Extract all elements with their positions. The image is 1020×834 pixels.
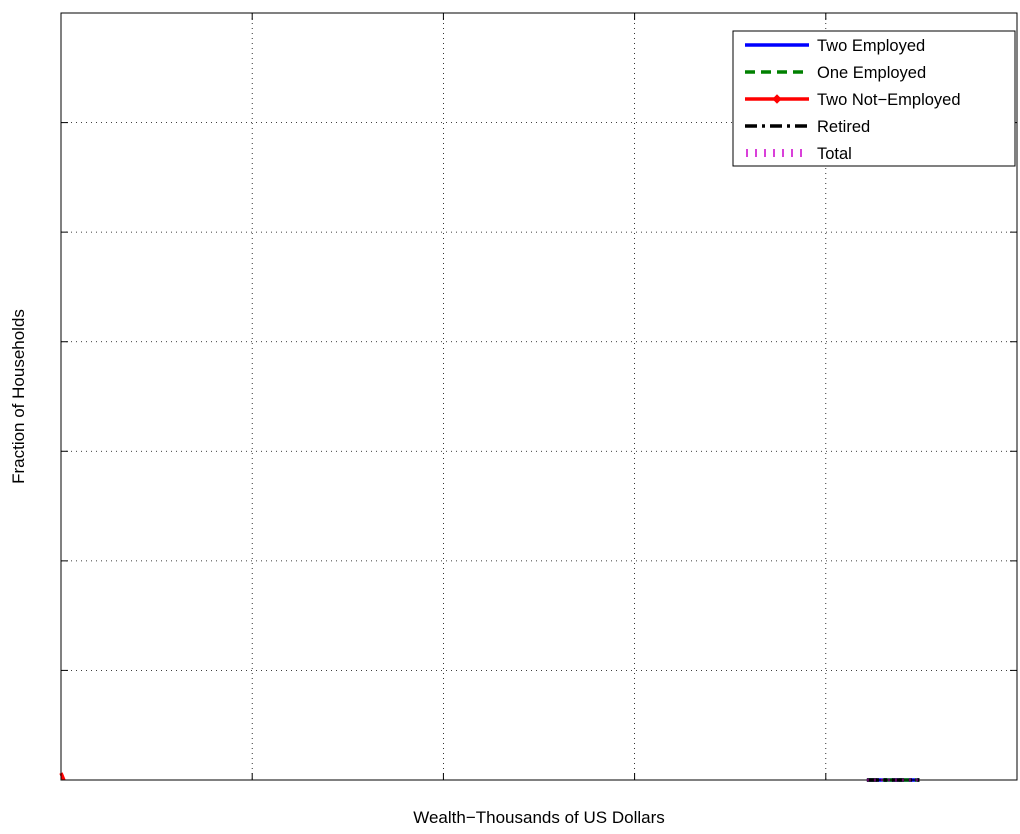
y-axis-label: Fraction of Households: [9, 309, 28, 484]
x-axis-label: Wealth−Thousands of US Dollars: [413, 808, 665, 827]
plot-frame: [60, 12, 1018, 781]
legend-marker-diamond: [772, 94, 782, 104]
legend-entry-label: One Employed: [817, 64, 926, 82]
legend-entry-label: Total: [817, 145, 852, 163]
legend-entry-label: Retired: [817, 118, 870, 136]
legend-entry-label: Two Employed: [817, 37, 925, 55]
legend-entry-label: Two Not−Employed: [817, 91, 961, 109]
legend: Two Employed One Employed Two Not−Employed…: [732, 30, 1016, 167]
